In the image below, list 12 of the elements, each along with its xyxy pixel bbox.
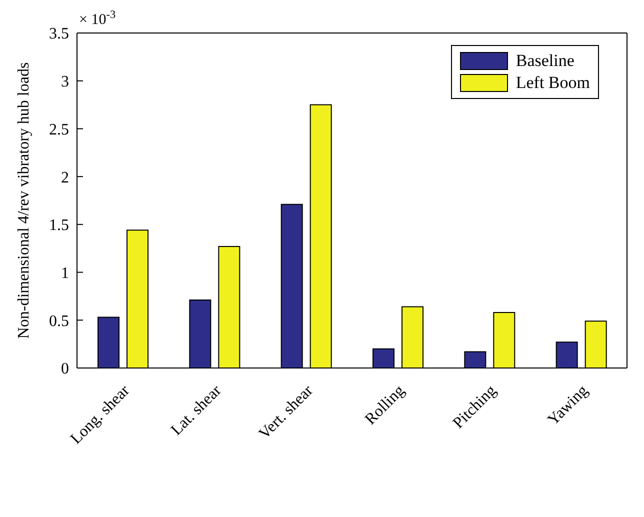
y-tick-label: 1 (61, 264, 69, 282)
y-tick-label: 1.5 (49, 217, 69, 234)
y-tick-label: 2 (61, 169, 69, 186)
y-tick-label: 0 (61, 360, 69, 378)
y-tick-label: 0.5 (49, 312, 69, 330)
y-tick-label: 2.5 (49, 121, 69, 138)
y-axis-title: Non-dimensional 4/rev vibratory hub loads (16, 62, 33, 339)
legend-label: Left Boom (516, 72, 590, 94)
text: × 10$^{-3}$ (79, 9, 116, 28)
y-tick-label: 3 (61, 74, 69, 91)
legend-label: Baseline (516, 50, 574, 72)
y-tick-label: 3.5 (49, 26, 69, 43)
